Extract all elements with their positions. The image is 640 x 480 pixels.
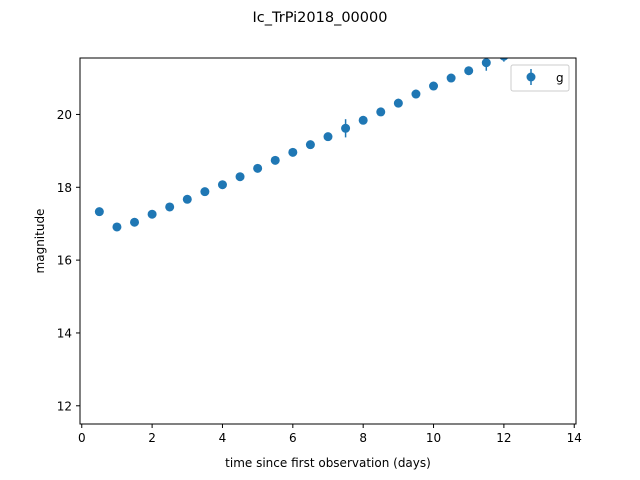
data-point (464, 66, 474, 76)
legend: g (510, 64, 570, 92)
x-tick-label: 12 (496, 431, 511, 445)
x-tick-label: 0 (78, 431, 86, 445)
x-tick-label: 10 (426, 431, 441, 445)
data-point (446, 73, 456, 83)
y-axis-label: magnitude (33, 209, 47, 274)
x-tick-label: 4 (219, 431, 227, 445)
data-point (499, 58, 509, 61)
x-tick-label: 14 (567, 431, 582, 445)
y-tick-label: 12 (57, 399, 72, 413)
legend-dot (526, 72, 536, 82)
data-markers (94, 58, 509, 232)
data-point (393, 98, 403, 108)
x-axis-label: time since first observation (days) (225, 456, 431, 470)
y-tick-label: 18 (57, 181, 72, 195)
data-point (376, 107, 386, 117)
y-axis: 12 14 16 18 20 (57, 108, 80, 413)
data-point (253, 163, 263, 173)
x-axis: 0 2 4 6 8 10 12 14 (78, 424, 582, 445)
chart-title: Ic_TrPi2018_00000 (253, 10, 388, 26)
plot-frame (79, 57, 577, 425)
data-point (288, 147, 298, 157)
y-tick-label: 20 (57, 108, 72, 122)
y-tick-label: 16 (57, 254, 72, 268)
data-point (358, 115, 368, 125)
data-point (305, 140, 315, 150)
data-point (481, 58, 491, 68)
data-point (130, 217, 140, 227)
data-point (200, 187, 210, 197)
legend-marker (526, 69, 536, 85)
data-point (165, 202, 175, 212)
data-point (429, 81, 439, 91)
data-point (94, 207, 104, 217)
legend-box (510, 64, 570, 92)
data-point (270, 155, 280, 165)
x-tick-label: 6 (289, 431, 297, 445)
data-point (341, 123, 351, 133)
x-tick-label: 2 (148, 431, 156, 445)
data-point (323, 132, 333, 142)
data-point (147, 209, 157, 219)
data-point (411, 89, 421, 99)
legend-label: g (556, 71, 564, 85)
data-point (112, 222, 122, 232)
data-point (217, 180, 227, 190)
x-tick-label: 8 (359, 431, 367, 445)
data-point (182, 194, 192, 204)
data-point (235, 172, 245, 182)
y-tick-label: 14 (57, 326, 72, 340)
